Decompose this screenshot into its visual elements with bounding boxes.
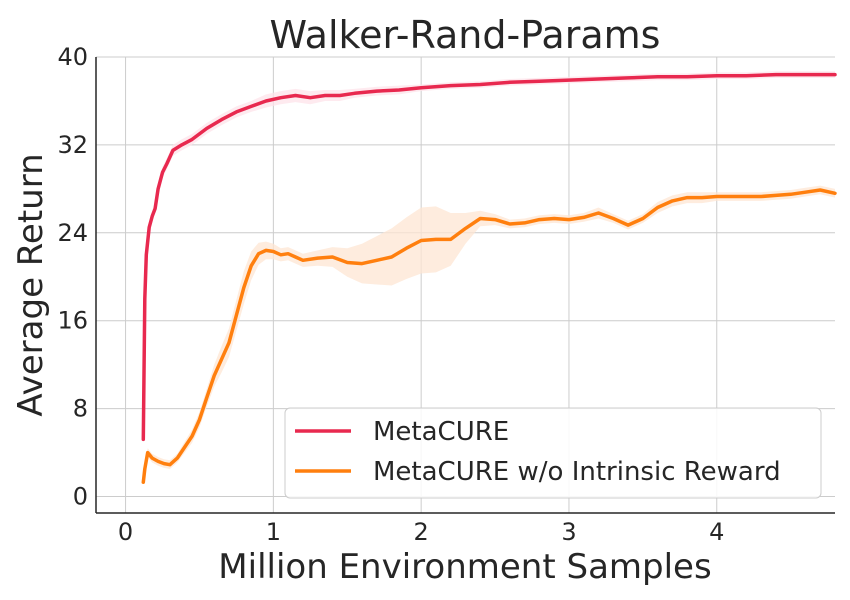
y-tick-label: 24 xyxy=(57,219,88,247)
y-tick-label: 32 xyxy=(57,131,88,159)
x-tick-labels: 0 1 2 3 4 xyxy=(118,518,724,546)
x-tick-label: 0 xyxy=(118,518,133,546)
legend-box xyxy=(284,407,822,499)
x-tick-label: 3 xyxy=(561,518,576,546)
series-lines xyxy=(141,72,837,484)
series-line-1 xyxy=(141,72,837,442)
chart-title: Walker-Rand-Params xyxy=(270,13,661,57)
legend: MetaCURE MetaCURE w/o Intrinsic Reward xyxy=(284,407,822,499)
series-line-2 xyxy=(141,188,837,484)
x-tick-label: 2 xyxy=(414,518,429,546)
axes xyxy=(95,57,835,514)
y-tick-label: 8 xyxy=(73,395,88,423)
y-tick-label: 40 xyxy=(57,43,88,71)
x-tick-label: 4 xyxy=(709,518,724,546)
x-axis-label: Million Environment Samples xyxy=(218,547,711,587)
y-axis-label: Average Return xyxy=(11,153,51,416)
y-tick-label: 0 xyxy=(73,483,88,511)
y-tick-label: 16 xyxy=(57,307,88,335)
legend-label-1: MetaCURE xyxy=(373,417,509,447)
x-tick-label: 1 xyxy=(266,518,281,546)
legend-label-2: MetaCURE w/o Intrinsic Reward xyxy=(373,457,781,487)
y-tick-labels: 0 8 16 24 32 40 xyxy=(57,43,88,511)
series-band-1 xyxy=(143,71,836,440)
